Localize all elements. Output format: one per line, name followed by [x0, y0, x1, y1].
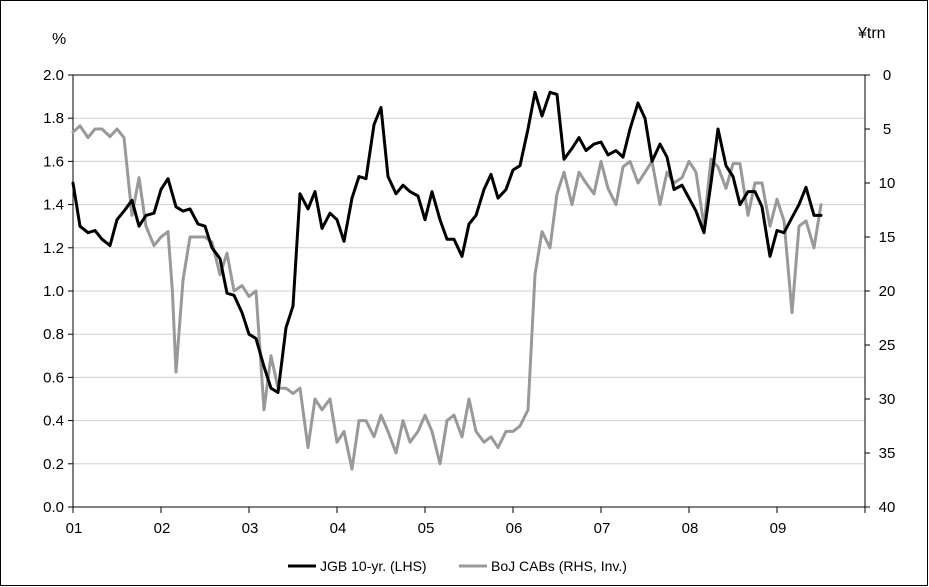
right-axis-unit: ¥trn: [857, 25, 886, 42]
x-tick-label: 01: [66, 520, 83, 537]
right-tick-label: 5: [883, 121, 891, 138]
series-line-jgb-10yr: [71, 90, 823, 394]
right-tick-label: 30: [879, 391, 896, 408]
x-tick-label: 03: [242, 520, 259, 537]
left-tick-label: 0.6: [43, 369, 64, 386]
x-tick-label: 04: [330, 520, 347, 537]
right-tick-label: 20: [879, 283, 896, 300]
left-tick-label: 1.6: [43, 153, 64, 170]
left-tick-label: 1.0: [43, 283, 64, 300]
x-axis: 01 02 03 04 05 06 07 08 09: [66, 507, 866, 537]
right-tick-label: 0: [883, 67, 891, 84]
left-tick-label: 0.4: [43, 413, 64, 430]
x-tick-label: 08: [682, 520, 699, 537]
gridlines: [73, 117, 865, 465]
right-tick-label: 10: [879, 175, 896, 192]
x-tick-label: 07: [594, 520, 611, 537]
left-tick-label: 0.0: [43, 499, 64, 516]
left-y-axis: 0.0 0.2 0.4 0.6 0.8 1.0 1.2 1.4 1.6 1.8 2.0: [43, 67, 73, 516]
right-y-axis: 0 5 10 15 20 25 30 35 40: [865, 67, 895, 516]
right-tick-label: 25: [879, 337, 896, 354]
legend: JGB 10-yr. (LHS) BoJ CABs (RHS, Inv.): [288, 558, 627, 574]
left-tick-label: 1.2: [43, 240, 64, 257]
left-tick-label: 0.8: [43, 326, 64, 343]
left-tick-label: 1.4: [43, 197, 64, 214]
x-tick-label: 06: [506, 520, 523, 537]
left-tick-label: 2.0: [43, 67, 64, 84]
x-tick-label: 02: [154, 520, 171, 537]
left-axis-unit: %: [52, 31, 66, 48]
left-tick-label: 1.8: [43, 110, 64, 127]
right-tick-label: 35: [879, 445, 896, 462]
legend-label-boj: BoJ CABs (RHS, Inv.): [491, 558, 627, 574]
series-line-boj-cabs: [71, 124, 823, 471]
series-layer: [71, 90, 823, 471]
right-tick-label: 40: [879, 499, 896, 516]
right-tick-label: 15: [879, 229, 896, 246]
left-tick-label: 0.2: [43, 456, 64, 473]
legend-label-jgb: JGB 10-yr. (LHS): [320, 558, 427, 574]
x-tick-label: 05: [418, 520, 435, 537]
x-tick-label: 09: [770, 520, 787, 537]
